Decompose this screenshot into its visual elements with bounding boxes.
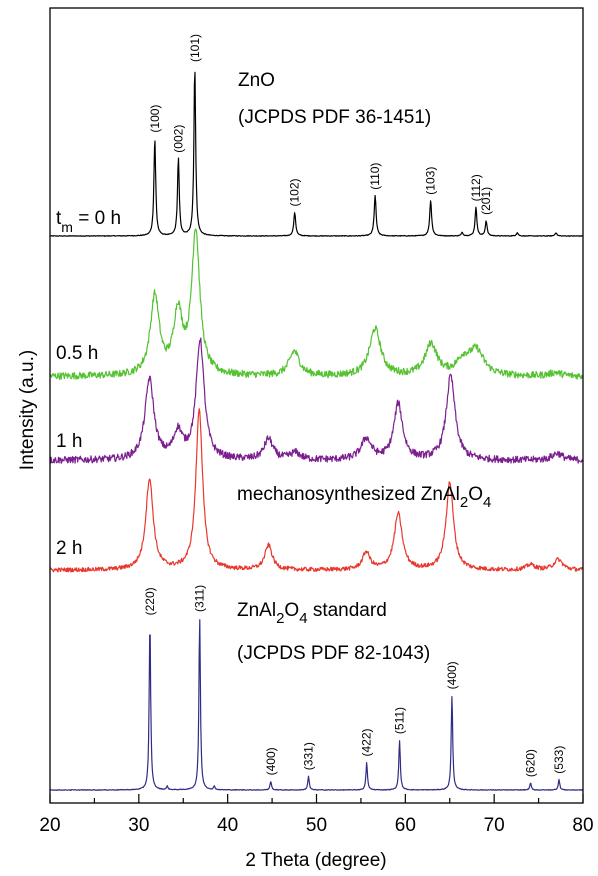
series-line-std (49, 619, 584, 791)
traces-group (49, 71, 584, 791)
y-axis-title: Intensity (a.u.) (17, 350, 38, 470)
std-sub-2: 2 (276, 610, 284, 627)
peak-label-zno-1: (002) (171, 125, 185, 153)
x-axis-ticks: 20 30 40 50 60 70 80 (39, 794, 594, 836)
peak-label-std-2: (400) (264, 747, 278, 775)
x-tick-label-60: 60 (395, 815, 416, 836)
mech-sub-4: 4 (483, 494, 491, 511)
zno-pdf-label: (JCPDS PDF 36-1451) (238, 107, 431, 128)
peak-label-std-4: (422) (360, 728, 374, 756)
mech-sub-2: 2 (460, 494, 468, 511)
peak-label-zno-7: (201) (479, 187, 493, 215)
standard-pdf-label: (JCPDS PDF 82-1043) (237, 643, 430, 664)
peak-label-std-1: (311) (193, 585, 207, 612)
series-line-zno (49, 71, 584, 237)
peak-label-zno-3: (102) (288, 178, 302, 206)
peak-label-zno-6: (112) (469, 174, 483, 201)
series-line-m1 (49, 337, 584, 464)
std-sub-4: 4 (299, 610, 307, 627)
x-tick-label-30: 30 (128, 815, 149, 836)
std-o: O (284, 600, 299, 621)
peak-label-std-7: (620) (524, 749, 538, 777)
tm-t: t (56, 208, 62, 229)
series-label-05h: 0.5 h (56, 343, 98, 364)
peak-label-zno-4: (110) (368, 163, 382, 190)
mechanosynthesized-label: mechanosynthesized ZnAl2O4 (237, 484, 491, 511)
zno-name-label: ZnO (238, 70, 275, 91)
peak-label-std-6: (400) (445, 661, 459, 689)
peak-label-std-3: (331) (302, 742, 316, 770)
x-tick-label-50: 50 (306, 815, 327, 836)
standard-label: ZnAl2O4 standard (237, 600, 387, 627)
peak-label-std-8: (533) (552, 746, 566, 774)
tm-rest: = 0 h (73, 208, 121, 229)
x-tick-label-20: 20 (39, 815, 60, 836)
series-line-m2 (49, 408, 584, 573)
peak-label-zno-2: (101) (188, 34, 202, 62)
std-suffix: standard (308, 600, 387, 621)
x-tick-label-40: 40 (217, 815, 238, 836)
x-axis-title: 2 Theta (degree) (245, 850, 386, 871)
series-label-2h: 2 h (56, 538, 82, 559)
peak-label-std-0: (220) (143, 587, 157, 615)
peak-label-std-5: (511) (393, 707, 407, 734)
peak-labels-group: (100) (002) (101) (102) (110) (103) (112)(201)… (143, 34, 566, 777)
mech-prefix: mechanosynthesized ZnAl (237, 484, 460, 505)
series-line-m05 (49, 228, 584, 380)
peak-label-zno-5: (103) (424, 167, 438, 195)
std-prefix: ZnAl (237, 600, 276, 621)
series-label-0h: tm = 0 h (56, 208, 121, 235)
mech-o: O (468, 484, 483, 505)
series-label-1h: 1 h (56, 431, 82, 452)
tm-sub-m: m (61, 219, 73, 235)
peak-label-zno-0: (100) (148, 105, 162, 133)
x-tick-label-70: 70 (484, 815, 505, 836)
x-tick-label-80: 80 (572, 815, 593, 836)
